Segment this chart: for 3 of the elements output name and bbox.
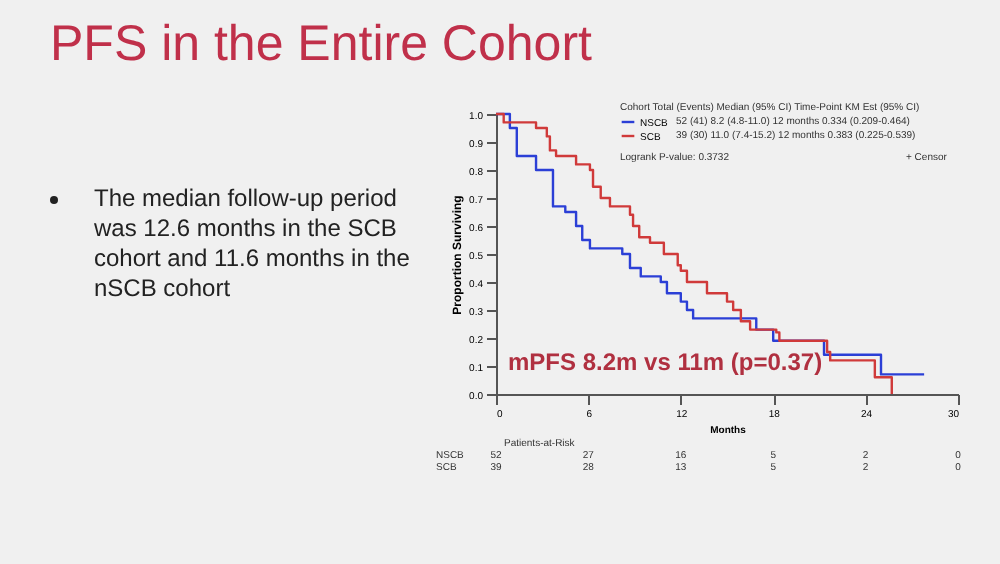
annotation: mPFS 8.2m vs 11m (p=0.37) xyxy=(508,348,823,376)
text: The median follow-up period was 12.6 months in the SCB cohort and 11.6 months in the nSCB cohort xyxy=(94,184,410,304)
chart-title: PFS in the Entire Cohort xyxy=(50,16,592,74)
